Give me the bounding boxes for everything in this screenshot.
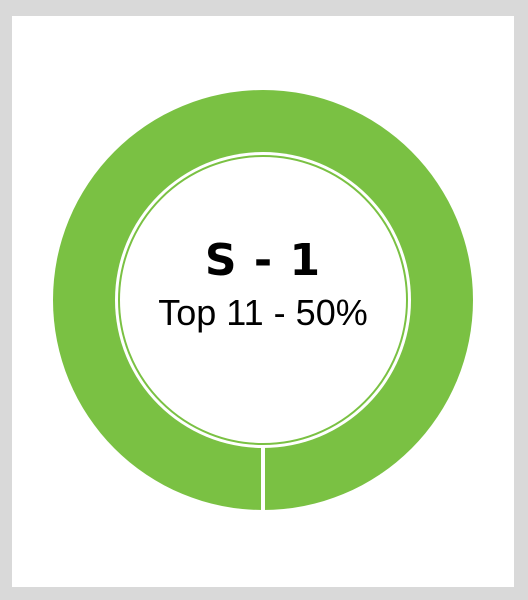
badge-title: S - 1 xyxy=(204,235,322,286)
badge-label: S - 1 Top 11 - 50% xyxy=(113,236,413,334)
ring-separator xyxy=(261,446,265,512)
ring-inner-fill xyxy=(115,152,411,448)
badge-subtitle: Top 11 - 50% xyxy=(158,292,368,333)
ring-inner-outline xyxy=(118,155,408,445)
